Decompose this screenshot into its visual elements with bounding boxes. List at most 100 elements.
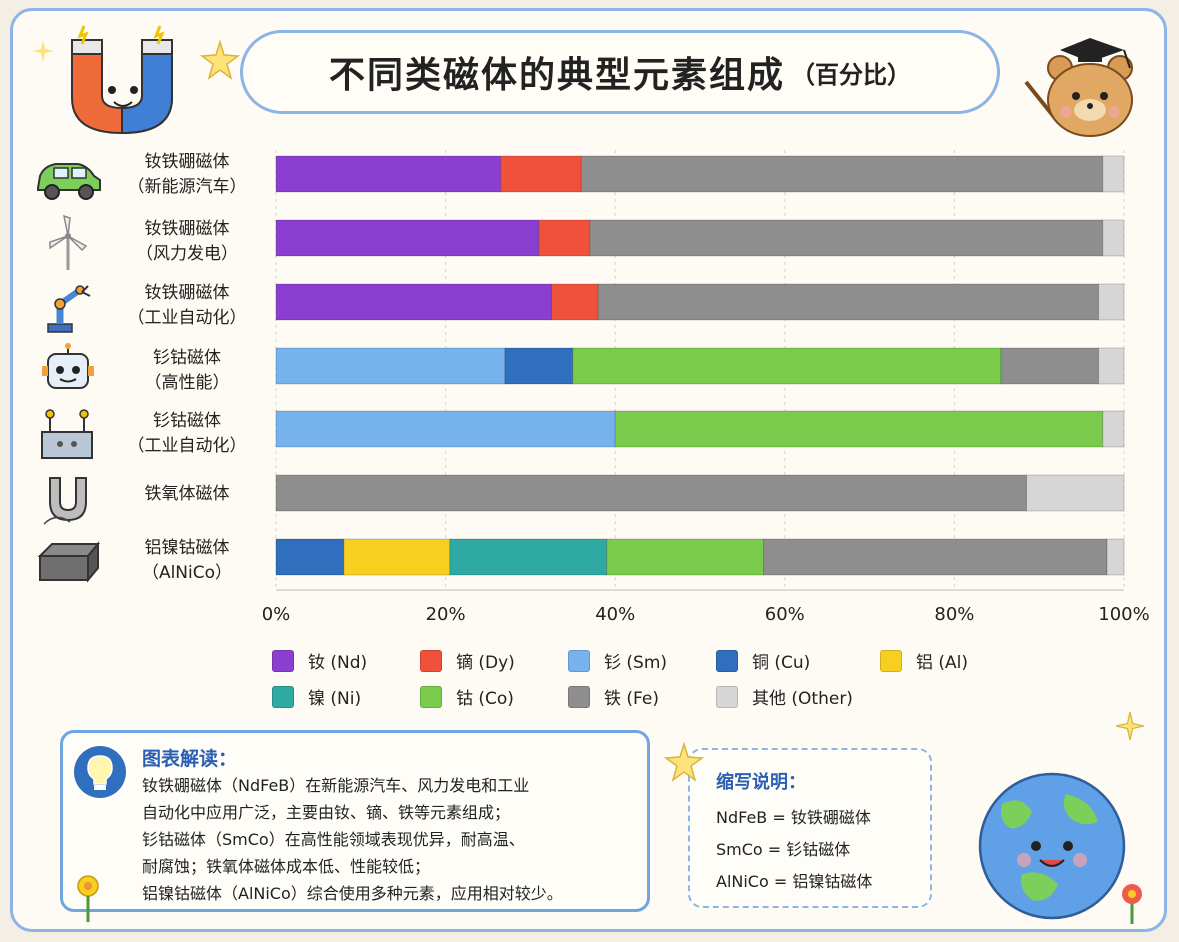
bar-segment — [275, 155, 502, 193]
bar-segment — [275, 347, 506, 385]
legend-swatch — [420, 649, 442, 672]
robot-icon — [42, 343, 94, 389]
bear-mascot-icon — [1024, 38, 1133, 137]
sparkle-icon — [32, 40, 54, 62]
x-tick-label: 0% — [262, 604, 291, 625]
bar-segment — [1102, 410, 1125, 448]
legend-item: 其他 (Other) — [716, 684, 853, 709]
bar-segment — [538, 219, 591, 257]
legend-item: 钐 (Sm) — [568, 648, 667, 673]
info-title: 图表解读： — [142, 748, 238, 770]
legend-label: 镍 (Ni) — [308, 689, 362, 709]
legend-label: 钐 (Sm) — [604, 653, 668, 673]
info-line: 钐钴磁体（SmCo）在高性能领域表现优异，耐高温、 — [142, 830, 525, 849]
bar-segment — [1102, 219, 1125, 257]
row-label: 钐钴磁体 （高性能） — [144, 348, 230, 393]
bar-magnet-icon — [37, 541, 101, 583]
legend-item: 铝 (Al) — [880, 648, 968, 673]
x-tick-label: 20% — [426, 604, 466, 625]
legend-label: 铁 (Fe) — [604, 689, 659, 709]
info-line: 耐腐蚀；铁氧体磁体成本低、性能较低； — [142, 857, 431, 876]
legend-label: 其他 (Other) — [752, 689, 853, 709]
legend-label: 钕 (Nd) — [308, 653, 368, 673]
bar-segment — [1000, 347, 1100, 385]
row-label: 铝镍钴磁体 （AlNiCo） — [141, 538, 233, 583]
bar-segment — [275, 538, 345, 576]
legend-item: 钴 (Co) — [420, 684, 514, 709]
bar-segment — [1102, 155, 1125, 193]
row-label: 钕铁硼磁体 （风力发电） — [136, 219, 238, 264]
bar-segment — [614, 410, 1104, 448]
bar-segment — [275, 219, 540, 257]
bar-segment — [580, 155, 1104, 193]
bar-segment — [606, 538, 765, 576]
bar-segment — [275, 283, 553, 321]
legend-item: 镝 (Dy) — [420, 648, 515, 673]
legend-item: 镍 (Ni) — [272, 684, 361, 709]
abbreviation-line: NdFeB = 钕铁硼磁体 — [716, 808, 871, 827]
lightbulb-icon — [74, 746, 126, 798]
robot-arm-icon — [47, 285, 91, 333]
bar-segment — [275, 410, 616, 448]
legend-swatch — [880, 649, 902, 672]
abbreviation-title: 缩写说明： — [716, 772, 806, 793]
bar-segment — [572, 347, 1002, 385]
info-line: 自动化中应用广泛，主要由钕、镝、铁等元素组成； — [142, 803, 511, 822]
legend-swatch — [420, 685, 442, 708]
magnet-mascot-icon — [71, 25, 173, 135]
bar-segment — [763, 538, 1108, 576]
legend-swatch — [716, 649, 738, 672]
horseshoe-magnet-icon — [43, 477, 87, 525]
bar-segment — [1098, 283, 1125, 321]
globe-mascot-icon — [978, 772, 1142, 924]
x-tick-label: 60% — [765, 604, 805, 625]
x-tick-label: 100% — [1098, 604, 1149, 625]
legend-swatch — [716, 685, 738, 708]
abbreviation-line: AlNiCo = 铝镍钴磁体 — [716, 872, 873, 891]
legend-swatch — [272, 685, 294, 708]
bar-segment — [343, 538, 451, 576]
legend-swatch — [272, 649, 294, 672]
legend-label: 铝 (Al) — [916, 653, 969, 673]
row-label: 钕铁硼磁体 （工业自动化） — [127, 283, 247, 328]
flower-icon — [77, 875, 99, 922]
legend-label: 铜 (Cu) — [752, 653, 811, 673]
info-line: 钕铁硼磁体（NdFeB）在新能源汽车、风力发电和工业 — [142, 776, 530, 795]
bar-segment — [500, 155, 582, 193]
legend-item: 铁 (Fe) — [568, 684, 659, 709]
legend-swatch — [568, 649, 590, 672]
info-line: 铝镍钴磁体（AlNiCo）综合使用多种元素，应用相对较少。 — [142, 884, 563, 903]
bar-segment — [504, 347, 574, 385]
sparkle-icon — [1116, 712, 1144, 740]
chart-subtitle: （百分比） — [791, 60, 911, 89]
star-icon — [200, 40, 240, 80]
row-label: 钐钴磁体 （工业自动化） — [127, 411, 247, 456]
legend-label: 镝 (Dy) — [456, 653, 515, 673]
bar-segment — [275, 474, 1027, 512]
bar-segment — [449, 538, 608, 576]
legend-item: 铜 (Cu) — [716, 648, 810, 673]
title-banner: 不同类磁体的典型元素组成 （百分比） — [240, 30, 1000, 114]
wind-turbine-icon — [49, 214, 88, 270]
bar-segment — [551, 283, 599, 321]
star-icon — [664, 742, 704, 782]
chart-title: 不同类磁体的典型元素组成 — [328, 55, 785, 96]
row-label: 钕铁硼磁体 （新能源汽车） — [127, 152, 247, 197]
row-label: 铁氧体磁体 — [144, 484, 230, 504]
legend-label: 钴 (Co) — [456, 689, 514, 709]
machine-icon — [41, 409, 93, 459]
info-box — [60, 730, 650, 912]
x-tick-label: 80% — [934, 604, 974, 625]
legend-item: 钕 (Nd) — [272, 648, 367, 673]
legend-swatch — [568, 685, 590, 708]
bar-segment — [1025, 474, 1125, 512]
car-icon — [37, 163, 101, 200]
bar-segment — [1098, 347, 1125, 385]
bar-segment — [1106, 538, 1125, 576]
x-tick-label: 40% — [595, 604, 635, 625]
abbreviation-box — [688, 748, 932, 908]
bar-segment — [589, 219, 1104, 257]
abbreviation-line: SmCo = 钐钴磁体 — [716, 840, 851, 859]
bar-segment — [597, 283, 1100, 321]
